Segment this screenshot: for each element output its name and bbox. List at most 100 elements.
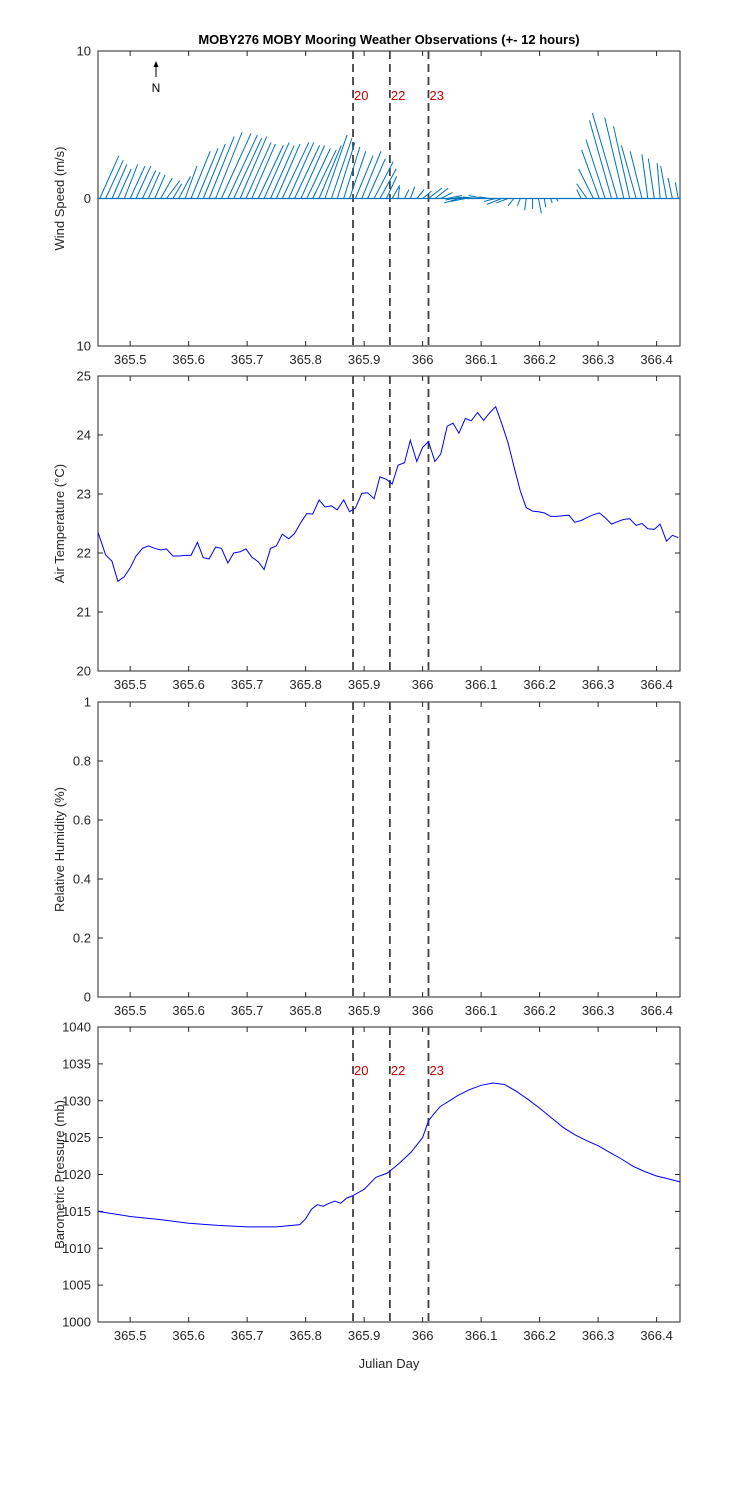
x-tick-label: 365.6 xyxy=(172,1328,205,1343)
y-tick-label: 1 xyxy=(84,695,91,710)
wind-vector xyxy=(123,164,139,199)
y-tick-label: 0.4 xyxy=(73,872,91,887)
x-tick-label: 366 xyxy=(412,1328,434,1343)
wind-vector xyxy=(578,168,594,199)
wind-vector xyxy=(117,168,132,199)
y-tick-label: 1020 xyxy=(62,1167,91,1182)
wind-vector xyxy=(483,198,496,202)
wind-vector xyxy=(306,148,331,199)
wind-vector xyxy=(129,165,146,199)
wind-vector xyxy=(142,170,157,199)
wind-vector xyxy=(172,183,183,199)
x-tick-label: 365.9 xyxy=(348,1003,381,1018)
event-label: 23 xyxy=(429,88,443,103)
wind-vector xyxy=(516,198,521,207)
x-tick-label: 366.4 xyxy=(640,1328,673,1343)
y-tick-label: 21 xyxy=(77,605,91,620)
wind-vector xyxy=(647,158,655,199)
wind-vector xyxy=(444,198,460,204)
x-tick-label: 366.4 xyxy=(640,1003,673,1018)
wind-vector xyxy=(190,151,211,199)
event-label: 20 xyxy=(354,1063,368,1078)
y-tick-label: 1010 xyxy=(62,1241,91,1256)
y-tick-label: 1035 xyxy=(62,1056,91,1071)
wind-vector xyxy=(468,195,484,199)
x-tick-label: 365.8 xyxy=(289,1328,322,1343)
wind-vector xyxy=(184,165,198,199)
wind-vector xyxy=(479,196,490,199)
x-tick-label: 366 xyxy=(412,352,434,367)
wind-vector xyxy=(537,198,542,214)
series-line xyxy=(97,405,679,583)
wind-vector xyxy=(257,145,284,199)
x-tick-label: 365.7 xyxy=(231,1328,264,1343)
x-tick-label: 365.8 xyxy=(289,1003,322,1018)
y-tick-label: 0.6 xyxy=(73,813,91,828)
wind-vector xyxy=(543,198,547,208)
y-tick-label: 1030 xyxy=(62,1093,91,1108)
wind-vector xyxy=(440,192,453,199)
y-tick-label: 10 xyxy=(77,44,91,59)
wind-vector xyxy=(263,142,290,199)
x-tick-label: 366.3 xyxy=(582,1003,615,1018)
x-tick-label: 365.6 xyxy=(172,677,205,692)
wind-vector xyxy=(154,174,166,199)
y-tick-label: 0.8 xyxy=(73,754,91,769)
x-tick-label: 365.5 xyxy=(114,677,147,692)
x-tick-label: 366 xyxy=(412,677,434,692)
wind-vector xyxy=(294,145,321,199)
y-axis-label: Wind Speed (m/s) xyxy=(52,146,67,250)
x-tick-label: 365.9 xyxy=(348,1328,381,1343)
x-tick-label: 365.8 xyxy=(289,352,322,367)
panel-4: 1000 1005 1010 1015 1020 1025 1030 1035 1040 365.… xyxy=(52,1020,681,1343)
event-label: 20 xyxy=(354,88,368,103)
wind-vector xyxy=(581,149,600,199)
x-tick-label: 365.7 xyxy=(231,352,264,367)
x-tick-label: 365.7 xyxy=(231,1003,264,1018)
chart-title: MOBY276 MOBY Mooring Weather Observation… xyxy=(198,32,579,47)
wind-vector xyxy=(641,154,649,199)
x-tick-label: 365.7 xyxy=(231,677,264,692)
wind-vector xyxy=(507,198,515,207)
event-label: 23 xyxy=(429,1063,443,1078)
y-axis-label: Air Temperature (°C) xyxy=(52,464,67,583)
wind-vector xyxy=(397,186,401,199)
wind-vector xyxy=(660,165,668,199)
x-tick-label: 366 xyxy=(412,1003,434,1018)
panel-3: 0 0.2 0.4 0.6 0.8 1 365.5 365.6 365.7 365.8 365.9 3… xyxy=(52,695,681,1018)
wind-vector xyxy=(245,142,272,199)
wind-vector xyxy=(166,180,181,199)
x-tick-label: 365.9 xyxy=(348,352,381,367)
wind-vector xyxy=(361,151,382,199)
x-tick-label: 366.3 xyxy=(582,352,615,367)
x-tick-label: 365.5 xyxy=(114,1328,147,1343)
wind-vector xyxy=(447,195,463,199)
wind-vector xyxy=(196,148,219,199)
y-tick-label: 1000 xyxy=(62,1315,91,1330)
wind-vector xyxy=(99,155,120,199)
x-tick-label: 366.1 xyxy=(465,352,498,367)
y-tick-label: 0 xyxy=(84,191,91,206)
panel-2: 20 21 22 23 24 25 365.5 365.6 365.7 365.8 365.9 366… xyxy=(52,369,681,692)
y-tick-label: 22 xyxy=(77,546,91,561)
wind-vector xyxy=(220,133,252,199)
y-tick-label: 10 xyxy=(77,339,91,354)
x-tick-label: 366.2 xyxy=(523,1003,556,1018)
x-tick-label: 366.3 xyxy=(582,677,615,692)
wind-vector xyxy=(409,186,416,199)
wind-vector xyxy=(674,182,679,199)
wind-vector xyxy=(620,145,637,199)
wind-vector xyxy=(373,161,394,199)
y-tick-label: 1025 xyxy=(62,1130,91,1145)
y-tick-label: 20 xyxy=(77,664,91,679)
y-tick-label: 0.2 xyxy=(73,931,91,946)
wind-vector xyxy=(496,198,509,204)
y-tick-label: 1040 xyxy=(62,1020,91,1035)
wind-vector xyxy=(454,196,472,199)
wind-vector xyxy=(312,149,337,199)
wind-vector xyxy=(270,145,295,199)
wind-vector xyxy=(604,117,625,199)
wind-vector xyxy=(111,164,128,199)
x-tick-label: 365.6 xyxy=(172,352,205,367)
wind-vector xyxy=(550,198,553,204)
